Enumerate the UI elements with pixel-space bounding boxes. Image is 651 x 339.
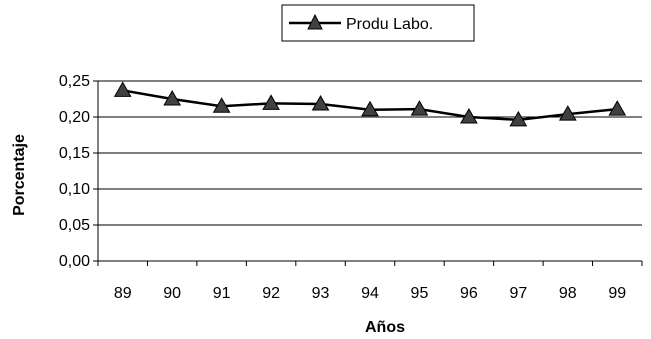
y-tick-label: 0,25: [59, 73, 90, 90]
x-tick-label: 90: [163, 285, 181, 302]
data-point-marker: [113, 81, 132, 97]
legend-label: Produ Labo.: [346, 16, 433, 33]
x-tick-label: 94: [361, 285, 379, 302]
series-produ-labo: [113, 81, 627, 127]
data-point-marker: [262, 94, 280, 110]
x-tick-labels: 89 90 91 92 93 94 95 96 97 98 99: [114, 285, 626, 302]
y-tick-label: 0,00: [59, 253, 90, 270]
data-point-marker: [509, 110, 528, 127]
data-point-marker: [361, 100, 379, 117]
data-point-marker: [608, 100, 627, 116]
y-tick-label: 0,20: [59, 109, 90, 126]
x-tick-label: 95: [411, 285, 429, 302]
y-axis-title: Porcentaje: [11, 134, 28, 216]
x-tick-label: 92: [262, 285, 280, 302]
data-point-marker: [212, 97, 231, 113]
x-tick-label: 89: [114, 285, 132, 302]
data-point-marker: [311, 95, 330, 111]
x-tick-label: 93: [312, 285, 330, 302]
y-tick-label: 0,15: [59, 145, 90, 162]
data-point-marker: [163, 89, 182, 106]
x-tick-label: 99: [608, 285, 626, 302]
data-point-marker: [558, 105, 577, 121]
x-tick-label: 96: [460, 285, 478, 302]
data-point-marker: [410, 100, 429, 116]
x-tick-label: 98: [559, 285, 577, 302]
legend: Produ Labo.: [281, 4, 475, 42]
y-tick-label: 0,05: [59, 217, 90, 234]
x-tick-label: 91: [213, 285, 231, 302]
data-point-marker: [460, 107, 478, 124]
x-tick-label: 97: [509, 285, 527, 302]
x-axis-title: Años: [365, 319, 405, 336]
axes: [93, 80, 643, 266]
y-tick-label: 0,10: [59, 181, 90, 198]
legend-marker-swatch: [307, 13, 323, 30]
y-tick-labels: 0,00 0,05 0,10 0,15 0,20 0,25: [59, 73, 90, 270]
